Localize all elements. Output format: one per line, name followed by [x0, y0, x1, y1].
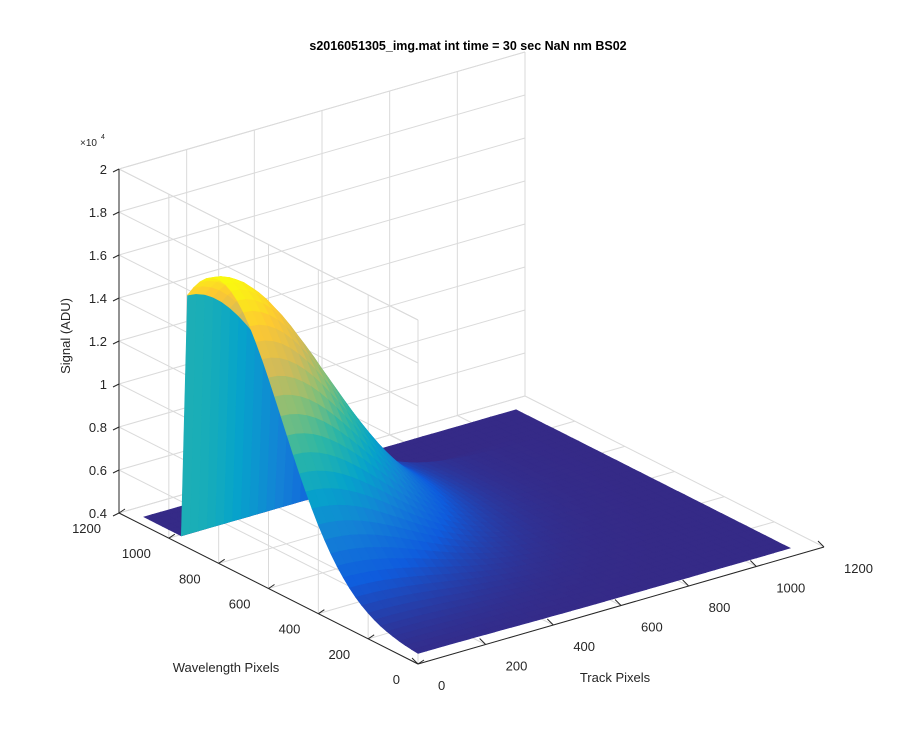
x-tick-mark	[614, 599, 622, 606]
z-tick-label: 0.4	[89, 506, 107, 521]
y-tick-mark	[367, 634, 375, 640]
surface-cell	[411, 646, 428, 654]
z-tick-mark	[112, 383, 120, 388]
y-tick-mark	[118, 508, 126, 514]
x-tick-mark	[479, 638, 487, 645]
chart-title: s2016051305_img.mat int time = 30 sec Na…	[309, 39, 626, 53]
z-tick-mark	[112, 211, 120, 216]
z-axis-label: Signal (ADU)	[58, 298, 73, 374]
z-tick-label: 0.6	[89, 463, 107, 478]
x-tick-label: 1200	[844, 561, 873, 576]
x-tick-mark	[682, 579, 690, 587]
x-tick-mark	[411, 657, 419, 665]
y-axis-label: Wavelength Pixels	[173, 660, 280, 675]
y-tick-mark	[417, 659, 425, 665]
svg-text:×10: ×10	[80, 138, 97, 149]
svg-text:4: 4	[101, 134, 105, 141]
y-tick-label: 0	[393, 672, 400, 687]
y-tick-label: 1000	[122, 546, 151, 561]
z-tick-mark	[112, 168, 120, 173]
y-tick-mark	[268, 584, 275, 589]
x-tick-mark	[817, 540, 825, 548]
z-tick-mark	[112, 512, 120, 517]
y-tick-label: 200	[328, 647, 350, 662]
z-exponent-label: ×10 4	[80, 134, 105, 149]
y-tick-label: 800	[179, 571, 201, 586]
x-axis-label: Track Pixels	[580, 670, 651, 685]
x-tick-label: 400	[573, 639, 595, 654]
axes-lines	[112, 168, 825, 665]
z-tick-label: 1	[100, 377, 107, 392]
y-tick-label: 600	[229, 597, 251, 612]
y-tick-label: 400	[279, 622, 301, 637]
z-tick-mark	[112, 340, 120, 345]
z-tick-mark	[112, 469, 120, 474]
z-tick-label: 0.8	[89, 420, 107, 435]
x-tick-label: 0	[438, 678, 445, 693]
y-tick-mark	[168, 533, 176, 539]
surface-mesh	[143, 276, 792, 654]
x-tick-label: 1000	[776, 581, 805, 596]
z-tick-mark	[112, 254, 120, 259]
z-tick-mark	[112, 297, 120, 302]
y-tick-mark	[318, 609, 325, 615]
z-tick-label: 1.6	[89, 248, 107, 263]
z-tick-label: 2	[100, 162, 107, 177]
z-tick-label: 1.4	[89, 291, 107, 306]
x-tick-mark	[546, 618, 554, 626]
z-tick-label: 1.2	[89, 334, 107, 349]
y-tick-label: 1200	[72, 521, 101, 536]
x-tick-label: 200	[506, 659, 528, 674]
z-tick-label: 1.8	[89, 205, 107, 220]
tick-labels: 0200400600800100012000200400600800100012…	[72, 162, 873, 693]
x-tick-label: 600	[641, 620, 663, 635]
z-tick-mark	[112, 426, 120, 431]
x-tick-label: 800	[709, 600, 731, 615]
y-tick-mark	[218, 558, 225, 564]
x-tick-mark	[749, 560, 757, 567]
